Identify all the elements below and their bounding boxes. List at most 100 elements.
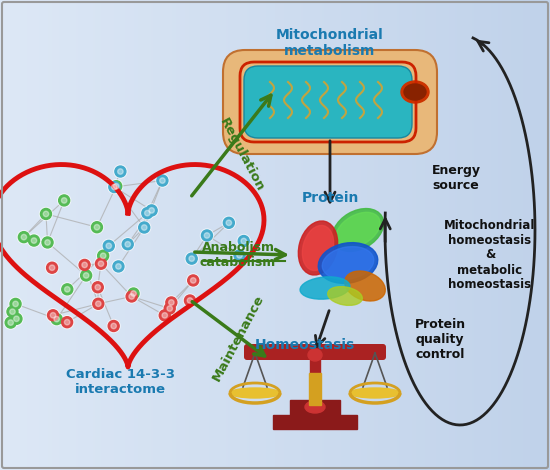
FancyBboxPatch shape bbox=[244, 66, 412, 138]
Circle shape bbox=[92, 282, 103, 293]
Circle shape bbox=[62, 284, 73, 295]
Circle shape bbox=[201, 230, 212, 241]
Circle shape bbox=[9, 298, 22, 310]
Circle shape bbox=[58, 194, 70, 207]
Circle shape bbox=[64, 287, 70, 292]
Ellipse shape bbox=[300, 277, 350, 299]
Ellipse shape bbox=[318, 243, 378, 283]
Circle shape bbox=[60, 316, 74, 329]
Circle shape bbox=[50, 265, 55, 270]
Circle shape bbox=[115, 166, 126, 177]
Circle shape bbox=[226, 220, 232, 226]
Circle shape bbox=[238, 235, 249, 247]
Circle shape bbox=[121, 238, 134, 251]
Circle shape bbox=[4, 316, 17, 329]
Circle shape bbox=[131, 291, 136, 296]
Text: Protein: Protein bbox=[301, 191, 359, 205]
Circle shape bbox=[114, 165, 127, 178]
Circle shape bbox=[237, 253, 243, 258]
Circle shape bbox=[50, 313, 63, 326]
Circle shape bbox=[145, 211, 150, 216]
Circle shape bbox=[116, 264, 121, 269]
Ellipse shape bbox=[302, 226, 334, 271]
Circle shape bbox=[102, 239, 116, 252]
Circle shape bbox=[62, 198, 67, 203]
Circle shape bbox=[45, 240, 50, 245]
Circle shape bbox=[94, 225, 100, 230]
Circle shape bbox=[107, 320, 120, 332]
Ellipse shape bbox=[336, 212, 380, 248]
Circle shape bbox=[149, 208, 155, 213]
Circle shape bbox=[190, 278, 196, 283]
Circle shape bbox=[40, 207, 52, 220]
Circle shape bbox=[200, 229, 213, 242]
Circle shape bbox=[184, 294, 196, 307]
Circle shape bbox=[7, 306, 18, 317]
Circle shape bbox=[204, 233, 210, 238]
Circle shape bbox=[186, 274, 200, 287]
Circle shape bbox=[156, 174, 169, 187]
Circle shape bbox=[146, 205, 157, 216]
Text: Protein
quality
control: Protein quality control bbox=[415, 318, 466, 361]
Circle shape bbox=[166, 297, 177, 308]
Circle shape bbox=[101, 253, 106, 258]
Circle shape bbox=[129, 294, 134, 299]
Circle shape bbox=[165, 296, 178, 309]
Circle shape bbox=[54, 316, 59, 322]
Circle shape bbox=[237, 235, 250, 248]
Circle shape bbox=[64, 320, 70, 325]
Circle shape bbox=[233, 249, 246, 262]
Circle shape bbox=[41, 236, 54, 249]
Circle shape bbox=[167, 306, 173, 311]
Ellipse shape bbox=[350, 388, 400, 398]
Circle shape bbox=[98, 250, 109, 261]
Circle shape bbox=[11, 313, 22, 324]
Text: Mitochondrial
homeostasis
&
metabolic
homeostasis: Mitochondrial homeostasis & metabolic ho… bbox=[444, 219, 536, 291]
Circle shape bbox=[50, 313, 56, 318]
Circle shape bbox=[98, 261, 104, 266]
Circle shape bbox=[47, 309, 59, 322]
Circle shape bbox=[234, 250, 245, 261]
Circle shape bbox=[109, 181, 120, 193]
Circle shape bbox=[185, 252, 198, 265]
Circle shape bbox=[10, 312, 23, 325]
Circle shape bbox=[189, 256, 195, 261]
Circle shape bbox=[138, 221, 151, 234]
Circle shape bbox=[28, 234, 41, 247]
Circle shape bbox=[62, 317, 73, 328]
Circle shape bbox=[47, 262, 58, 273]
Circle shape bbox=[125, 242, 130, 247]
Circle shape bbox=[118, 169, 123, 174]
Text: Energy
source: Energy source bbox=[432, 164, 481, 192]
Circle shape bbox=[10, 298, 21, 309]
Circle shape bbox=[21, 235, 26, 240]
Circle shape bbox=[223, 217, 234, 228]
Circle shape bbox=[95, 257, 107, 270]
Circle shape bbox=[6, 305, 19, 318]
Circle shape bbox=[109, 180, 123, 193]
Circle shape bbox=[51, 313, 62, 325]
Circle shape bbox=[169, 300, 174, 305]
Circle shape bbox=[10, 309, 15, 314]
Circle shape bbox=[96, 301, 101, 306]
Text: Regulation: Regulation bbox=[217, 116, 267, 194]
FancyBboxPatch shape bbox=[223, 50, 437, 154]
Text: Homeostasis: Homeostasis bbox=[255, 338, 355, 352]
Circle shape bbox=[186, 253, 197, 264]
FancyBboxPatch shape bbox=[244, 344, 386, 360]
Circle shape bbox=[92, 297, 105, 310]
Circle shape bbox=[112, 260, 125, 273]
Circle shape bbox=[141, 225, 147, 230]
Bar bbox=[309, 373, 321, 405]
Circle shape bbox=[90, 221, 103, 234]
Circle shape bbox=[160, 310, 170, 321]
Circle shape bbox=[93, 298, 104, 309]
Circle shape bbox=[31, 238, 37, 243]
Text: Mitochondrial
metabolism: Mitochondrial metabolism bbox=[276, 28, 384, 58]
Circle shape bbox=[80, 269, 92, 282]
Circle shape bbox=[113, 261, 124, 272]
Circle shape bbox=[103, 240, 114, 251]
Circle shape bbox=[112, 184, 117, 190]
Ellipse shape bbox=[298, 221, 338, 275]
Circle shape bbox=[8, 320, 13, 325]
